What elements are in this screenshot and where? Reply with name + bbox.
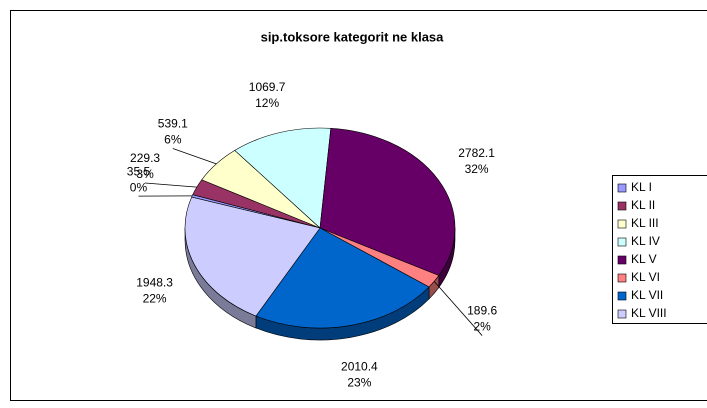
data-label-percent: 22% — [143, 292, 167, 306]
data-label: 35.5 — [127, 164, 151, 178]
data-label: 229.3 — [130, 151, 160, 165]
legend-swatch — [617, 309, 627, 319]
legend-swatch — [617, 273, 627, 283]
data-label: 1069.7 — [249, 80, 286, 94]
pie-slice — [319, 128, 456, 276]
legend-swatch — [617, 219, 627, 229]
data-label-percent: 12% — [255, 96, 279, 110]
data-label: 539.1 — [158, 117, 188, 131]
chart-title: sip.toksore kategorit ne klasa — [261, 29, 445, 44]
leader-line — [145, 182, 197, 188]
legend-label: KL IV — [631, 234, 660, 248]
legend-label: KL VIII — [631, 306, 667, 320]
data-label-percent: 2% — [473, 320, 491, 334]
legend-label: KL VI — [631, 270, 660, 284]
legend-swatch — [617, 237, 627, 247]
data-label-percent: 32% — [465, 162, 489, 176]
data-label-percent: 3% — [136, 167, 154, 181]
data-label: 2782.1 — [458, 146, 495, 160]
pie-slice — [255, 227, 430, 329]
leader-line — [172, 148, 217, 165]
legend-label: KL VII — [631, 288, 663, 302]
data-label: 189.6 — [467, 304, 497, 318]
legend-swatch — [617, 183, 627, 193]
pie-slice — [184, 196, 321, 317]
legend-swatch — [617, 201, 627, 211]
legend-box — [612, 175, 707, 324]
pie-slice — [234, 127, 332, 229]
data-label-percent: 6% — [164, 133, 182, 147]
data-label-percent: 23% — [347, 375, 371, 389]
data-label: 1948.3 — [136, 276, 173, 290]
leader-line — [433, 281, 483, 336]
legend-label: KL III — [631, 216, 659, 230]
legend-swatch — [617, 255, 627, 265]
legend-label: KL II — [631, 198, 655, 212]
data-label: 2010.4 — [341, 359, 378, 373]
data-label-percent: 0% — [130, 180, 148, 194]
legend-swatch — [617, 291, 627, 301]
legend-label: KL I — [631, 180, 652, 194]
legend-label: KL V — [631, 252, 657, 266]
